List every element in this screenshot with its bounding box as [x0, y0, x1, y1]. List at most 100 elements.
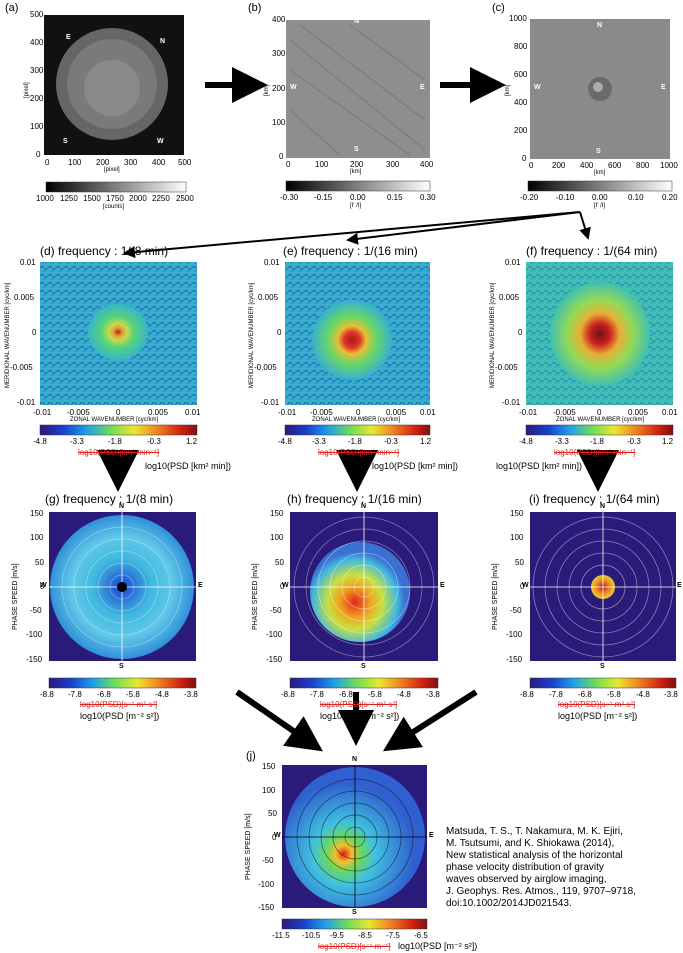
- ytick: 0.01: [505, 258, 521, 267]
- ytick: -150: [26, 655, 43, 664]
- cbar-unit: [I' /I]: [350, 203, 362, 209]
- ytick: 300: [272, 49, 286, 58]
- cbar-tick: -6.8: [97, 690, 111, 699]
- cbar-tick: -6.5: [414, 931, 428, 940]
- polar-i-title: (i) frequency : 1/(64 min): [529, 492, 660, 506]
- xtick: 100: [68, 158, 82, 167]
- compass-e: E: [420, 84, 425, 91]
- ytick: -0.01: [261, 398, 280, 407]
- cbar-tick: -3.3: [70, 437, 84, 446]
- xtick: 400: [580, 161, 594, 170]
- compass-n: N: [600, 503, 606, 510]
- cbar-tick: -3.8: [426, 690, 440, 699]
- xtick: -0.01: [519, 408, 538, 417]
- xtick: 100: [315, 160, 329, 169]
- xtick: 1000: [660, 161, 678, 170]
- cbar-tick: 0.20: [662, 193, 678, 202]
- compass-s: S: [352, 909, 357, 916]
- xtick: 800: [636, 161, 650, 170]
- cbar-tick: 2000: [129, 194, 147, 203]
- cbar-tick: 1500: [83, 194, 101, 203]
- xtick: 200: [96, 158, 110, 167]
- cbar-tick: 0.10: [628, 193, 644, 202]
- compass-w: W: [534, 84, 541, 91]
- cbar-tick: -3.3: [312, 437, 326, 446]
- cbar-tick: 1750: [106, 194, 124, 203]
- ytick: 0: [280, 582, 285, 591]
- compass-s: S: [354, 146, 359, 153]
- old-unit: log10(PSD)[km² min⁻¹]: [78, 448, 160, 457]
- ylabel: MERIDIONAL WAVENUMBER [cyc/km]: [249, 282, 255, 388]
- cbar-tick: -0.10: [556, 193, 575, 202]
- cbar-tick: -8.8: [520, 690, 534, 699]
- new-unit: log10(PSD [m⁻² s²]): [558, 711, 638, 721]
- cbar-tick: -4.8: [155, 690, 169, 699]
- spectrum-d-title: (d) frequency : 1/(8 min): [40, 244, 169, 258]
- ytick: 500: [30, 10, 44, 19]
- ytick: 50: [268, 809, 277, 818]
- compass-s: S: [600, 663, 605, 670]
- cbar-tick: 1.2: [662, 437, 674, 446]
- xtick: -0.005: [67, 408, 90, 417]
- compass-s: S: [361, 663, 366, 670]
- new-unit: log10(PSD [m⁻² s²]): [398, 941, 478, 951]
- xtick: 0: [529, 161, 534, 170]
- new-unit: log10(PSD [m⁻² s²]): [320, 711, 400, 721]
- cbar-tick: -3.8: [184, 690, 198, 699]
- ytick: 100: [30, 533, 44, 542]
- cbar-tick: -0.3: [147, 437, 161, 446]
- compass-e: E: [429, 832, 434, 839]
- xtick: -0.01: [33, 408, 52, 417]
- ytick: -100: [506, 630, 523, 639]
- compass-w: W: [282, 582, 289, 589]
- old-unit: log10(PSD)[km² min⁻¹]: [554, 448, 636, 457]
- ytick: -50: [270, 606, 282, 615]
- ytick: 150: [262, 762, 276, 771]
- ytick: -150: [258, 903, 275, 912]
- xtick: 0: [286, 160, 291, 169]
- ytick: 150: [510, 509, 524, 518]
- xtick: 0.005: [148, 408, 169, 417]
- ytick: 200: [30, 94, 44, 103]
- ylabel: PHASE SPEED [m/s]: [252, 563, 259, 630]
- xtick: 0.01: [420, 408, 436, 417]
- ytick: 400: [30, 38, 44, 47]
- cbar-tick: -4.8: [278, 437, 292, 446]
- ytick: -50: [262, 856, 274, 865]
- xtick: 0: [597, 408, 602, 417]
- compass-w: W: [40, 582, 47, 589]
- ytick: 150: [270, 509, 284, 518]
- panel-c-label: (c): [492, 2, 505, 14]
- ytick: -0.005: [254, 363, 277, 372]
- new-unit: log10(PSD [km² min]): [145, 461, 232, 471]
- cbar-tick: -7.5: [386, 931, 400, 940]
- ytick: 0.005: [499, 293, 520, 302]
- xlabel: ZONAL WAVENUMBER [cyc/km]: [70, 417, 159, 423]
- cbar-tick: -0.30: [280, 193, 299, 202]
- spectrum-e-title: (e) frequency : 1/(16 min): [283, 244, 418, 258]
- old-unit: log10(PSD)[km² min⁻¹]: [318, 448, 400, 457]
- compass-s: S: [596, 148, 601, 155]
- cbar-tick: -4.8: [519, 437, 533, 446]
- ytick: 100: [272, 118, 286, 127]
- ytick: 0: [522, 154, 527, 163]
- xtick: 0.01: [185, 408, 201, 417]
- ytick: 0.01: [264, 258, 280, 267]
- ytick: -100: [258, 880, 275, 889]
- cbar-tick: -5.8: [607, 690, 621, 699]
- ytick: 0: [40, 582, 45, 591]
- xtick: 0: [45, 158, 50, 167]
- ytick: -150: [506, 655, 523, 664]
- compass-e: E: [66, 34, 71, 41]
- cbar-tick: -8.8: [40, 690, 54, 699]
- cbar-tick: -5.8: [126, 690, 140, 699]
- xtick: 400: [420, 160, 434, 169]
- cbar-tick: 0.00: [592, 193, 608, 202]
- xtick: 300: [124, 158, 138, 167]
- compass-n: N: [354, 18, 360, 25]
- cbar-tick: -3.8: [664, 690, 678, 699]
- ytick: 200: [272, 84, 286, 93]
- ytick: 600: [514, 70, 528, 79]
- cbar-tick: -4.8: [636, 690, 650, 699]
